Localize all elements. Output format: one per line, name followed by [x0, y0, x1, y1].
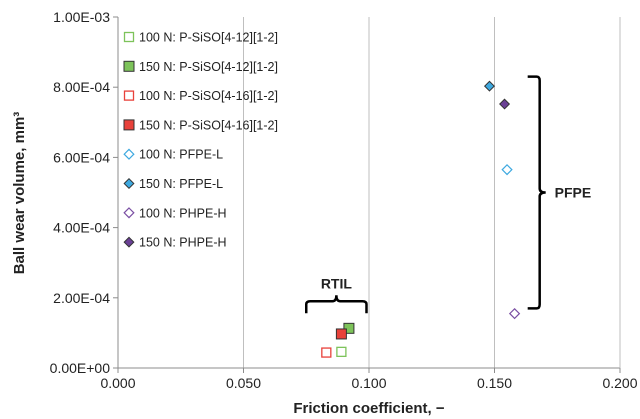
legend-marker — [123, 119, 135, 131]
x-tick-label: 0.150 — [477, 375, 512, 391]
x-tick-label: 0.100 — [351, 375, 386, 391]
legend-marker — [123, 236, 135, 248]
data-point — [501, 164, 513, 176]
x-tick-label: 0.200 — [602, 375, 637, 391]
x-axis-title: Friction coefficient, − — [293, 400, 445, 417]
legend-label: 150 N: P-SiSO[4-16][1-2] — [139, 118, 278, 132]
y-tick-label: 0.00E+00 — [50, 360, 111, 376]
data-point — [321, 347, 332, 358]
legend-label: 150 N: P-SiSO[4-12][1-2] — [139, 60, 278, 74]
data-points — [321, 80, 521, 358]
legend-label: 150 N: PHPE-H — [139, 236, 227, 250]
data-point — [335, 328, 347, 340]
x-tick-labels: 0.000 0.050 0.100 0.150 0.200 — [100, 368, 638, 391]
y-tick-labels: 0.00E+00 2.00E-04 4.00E-04 6.00E-04 8.00E-04… — [50, 9, 118, 376]
pfpe-label: PFPE — [555, 185, 592, 201]
x-tick-label: 0.000 — [100, 375, 135, 391]
legend-marker — [123, 177, 135, 190]
data-point — [336, 346, 347, 358]
legend-marker — [123, 207, 135, 219]
legend: 100 N: P-SiSO[4-12][1-2] 150 N: P-SiSO[4-… — [123, 31, 278, 250]
legend-marker — [123, 31, 135, 43]
grid-lines — [243, 17, 495, 368]
y-tick-label: 2.00E-04 — [53, 290, 110, 306]
data-point — [483, 80, 495, 92]
data-point — [508, 307, 521, 320]
legend-label: 100 N: P-SiSO[4-16][1-2] — [139, 89, 278, 103]
legend-label: 150 N: PFPE-L — [139, 177, 223, 191]
y-tick-label: 8.00E-04 — [53, 79, 110, 95]
x-tick-label: 0.050 — [226, 375, 261, 391]
legend-marker — [123, 60, 135, 72]
legend-label: 100 N: P-SiSO[4-12][1-2] — [139, 31, 278, 45]
legend-label: 100 N: PFPE-L — [139, 148, 223, 162]
pfpe-brace — [527, 75, 546, 310]
legend-marker — [123, 90, 135, 101]
annotations: RTIL PFPE — [305, 75, 592, 314]
y-tick-label: 1.00E-03 — [53, 9, 110, 25]
legend-marker — [123, 148, 135, 160]
y-axis-title: Ball wear volume, mm³ — [11, 112, 28, 275]
y-tick-label: 6.00E-04 — [53, 149, 110, 165]
rtil-label: RTIL — [321, 275, 353, 291]
data-point — [343, 322, 355, 334]
data-point — [499, 98, 511, 110]
rtil-brace — [305, 295, 368, 314]
legend-label: 100 N: PHPE-H — [139, 206, 227, 220]
y-tick-label: 4.00E-04 — [53, 220, 110, 236]
